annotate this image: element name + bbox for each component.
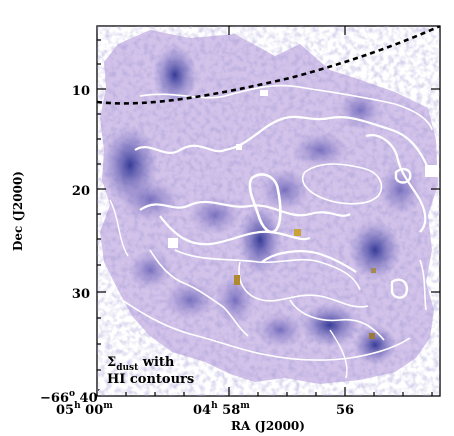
x-tick-label: 56 — [336, 403, 354, 418]
y-tick-label: 10 — [72, 84, 90, 99]
hotspot-marker — [369, 333, 375, 339]
annotation-line-2: HI contours — [107, 372, 194, 387]
x-tick-label: 04h 58m — [193, 401, 250, 418]
axis-ticks — [97, 26, 440, 396]
hotspot-marker — [234, 275, 240, 285]
y-axis-title: Dec (J2000) — [11, 171, 25, 251]
y-origin-label: −66o 40′ — [40, 389, 101, 406]
x-axis-title: RA (J2000) — [231, 419, 305, 433]
boundary-dashed-arc — [97, 26, 440, 105]
y-tick-label: 20 — [72, 184, 90, 199]
hi-contours — [109, 84, 433, 379]
hotspot-marker — [294, 229, 301, 236]
x-tick-label: 05h 00m — [56, 401, 113, 418]
y-tick-label: 30 — [72, 287, 90, 302]
hotspot-marker — [371, 268, 376, 273]
annotation-line-1: Σdust with — [107, 355, 175, 373]
